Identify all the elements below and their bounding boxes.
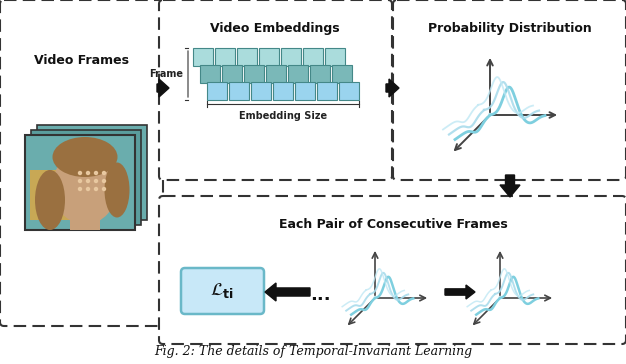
- Circle shape: [78, 187, 81, 190]
- Circle shape: [86, 179, 90, 182]
- Circle shape: [103, 179, 106, 182]
- Circle shape: [95, 171, 98, 174]
- Bar: [251, 82, 271, 100]
- Circle shape: [103, 171, 106, 174]
- Bar: [30, 170, 70, 220]
- Bar: [193, 48, 213, 66]
- Circle shape: [103, 187, 106, 190]
- Circle shape: [86, 171, 90, 174]
- Bar: [222, 65, 242, 83]
- FancyBboxPatch shape: [159, 0, 392, 180]
- Bar: [266, 65, 286, 83]
- Polygon shape: [386, 79, 399, 97]
- Bar: [303, 48, 323, 66]
- Ellipse shape: [35, 170, 65, 230]
- Circle shape: [78, 179, 81, 182]
- Bar: [25, 135, 135, 230]
- Bar: [317, 82, 337, 100]
- Bar: [259, 48, 279, 66]
- Ellipse shape: [53, 150, 118, 225]
- Bar: [229, 82, 249, 100]
- Bar: [215, 48, 235, 66]
- Bar: [339, 82, 359, 100]
- Circle shape: [78, 171, 81, 174]
- Text: Fig. 2: The details of Temporal-Invariant Learning: Fig. 2: The details of Temporal-Invarian…: [154, 345, 472, 359]
- Bar: [244, 65, 264, 83]
- Polygon shape: [265, 283, 310, 301]
- Text: Each Pair of Consecutive Frames: Each Pair of Consecutive Frames: [279, 218, 508, 231]
- Ellipse shape: [105, 162, 130, 218]
- FancyBboxPatch shape: [181, 268, 264, 314]
- Circle shape: [95, 187, 98, 190]
- Bar: [31, 130, 141, 225]
- Text: $\mathcal{L}_{\mathbf{ti}}$: $\mathcal{L}_{\mathbf{ti}}$: [210, 281, 234, 301]
- Bar: [25, 135, 135, 230]
- Circle shape: [86, 187, 90, 190]
- Bar: [207, 82, 227, 100]
- FancyBboxPatch shape: [393, 0, 626, 180]
- Text: ...: ...: [310, 286, 331, 304]
- Text: Embedding Size: Embedding Size: [239, 111, 327, 121]
- Bar: [281, 48, 301, 66]
- Polygon shape: [500, 175, 520, 197]
- Bar: [237, 48, 257, 66]
- Bar: [295, 82, 315, 100]
- Polygon shape: [157, 79, 169, 97]
- Polygon shape: [445, 285, 475, 299]
- Text: Video Frames: Video Frames: [34, 54, 130, 67]
- Circle shape: [95, 179, 98, 182]
- Bar: [310, 65, 330, 83]
- Bar: [70, 210, 100, 230]
- Text: Video Embeddings: Video Embeddings: [210, 22, 340, 35]
- Ellipse shape: [53, 137, 118, 177]
- Bar: [325, 48, 345, 66]
- Bar: [332, 65, 352, 83]
- FancyBboxPatch shape: [159, 196, 626, 344]
- Bar: [288, 65, 308, 83]
- Text: Probability Distribution: Probability Distribution: [428, 22, 592, 35]
- Bar: [37, 125, 147, 220]
- FancyBboxPatch shape: [0, 0, 163, 326]
- Text: Frame: Frame: [149, 69, 183, 79]
- Bar: [273, 82, 293, 100]
- Bar: [200, 65, 220, 83]
